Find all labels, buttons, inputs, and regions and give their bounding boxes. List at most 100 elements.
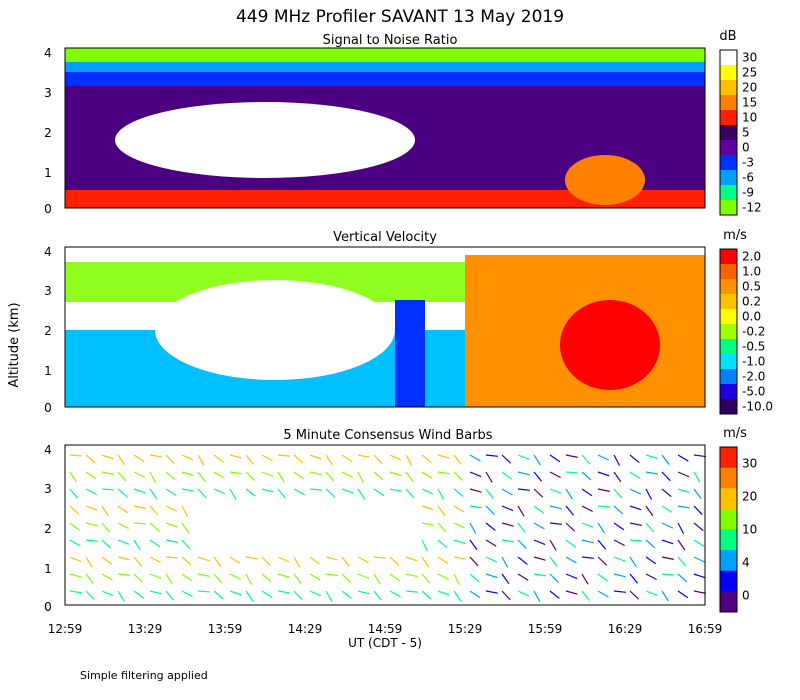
wind-barb: [197, 454, 205, 466]
wind-barb: [469, 454, 481, 462]
wind-barb: [533, 505, 545, 514]
colorbar-label: -1.0: [742, 355, 765, 369]
wind-barb: [677, 590, 689, 599]
wind-barb: [453, 556, 466, 560]
wind-barb: [501, 488, 513, 496]
wind-barb: [485, 488, 494, 499]
wind-barb: [133, 539, 141, 551]
wind-barb: [293, 556, 301, 568]
colorbar-swatch: [720, 65, 737, 81]
wind-barb: [613, 471, 622, 483]
wind-barb: [565, 573, 578, 580]
wind-barb: [197, 573, 210, 577]
wind-barb: [149, 573, 162, 579]
wind-barb: [181, 522, 190, 534]
wind-barb: [613, 488, 623, 499]
wind-barb: [485, 590, 498, 594]
wind-barb: [325, 488, 336, 498]
wind-barb: [117, 488, 128, 498]
colorbar-label: 30: [742, 457, 757, 471]
wind-colorbar: 30 20 10 4 0: [719, 446, 757, 613]
wind-barb: [597, 454, 610, 461]
wind-barb: [421, 556, 430, 568]
wind-barb: [597, 590, 609, 598]
wind-barb: [277, 556, 290, 563]
velocity-downdraft-band: [395, 300, 425, 407]
wind-barb: [629, 454, 640, 464]
wind-barb: [469, 539, 478, 551]
wind-barb: [581, 488, 593, 497]
wind-barb: [101, 573, 113, 581]
snr-heatmap: [65, 48, 705, 208]
wind-barb: [293, 471, 305, 480]
wind-frame: [64, 444, 706, 606]
wind-barb: [341, 590, 352, 599]
wind-barb: [693, 471, 701, 483]
wind-barb: [517, 505, 525, 517]
snr-panel-title: Signal to Noise Ratio: [323, 33, 458, 48]
wind-barb: [357, 471, 364, 483]
wind-ytick-0: 0: [44, 600, 52, 614]
colorbar-swatch: [720, 324, 737, 340]
colorbar-swatch: [720, 200, 737, 216]
wind-barb: [501, 522, 514, 527]
wind-barb: [693, 488, 702, 499]
wind-barb: [485, 454, 498, 457]
colorbar-swatch: [720, 264, 737, 280]
wind-barb: [309, 556, 320, 565]
colorbar-label: 20: [742, 81, 757, 95]
wind-barb: [453, 454, 462, 465]
xtick-label: 13:59: [208, 622, 243, 636]
wind-barb: [117, 471, 127, 482]
snr-ytick-3: 3: [44, 86, 52, 100]
wind-barb: [437, 573, 450, 580]
wind-barb: [581, 556, 594, 559]
wind-barb: [341, 556, 350, 567]
colorbar-frame: [719, 49, 738, 216]
wind-barb: [469, 522, 477, 534]
wind-barb: [677, 488, 690, 493]
wind-barb: [405, 556, 418, 562]
wind-barb: [69, 505, 80, 515]
wind-barb: [661, 573, 675, 576]
wind-barb: [421, 471, 433, 479]
wind-barb: [677, 573, 688, 583]
wind-barb: [645, 522, 655, 533]
colorbar-swatch: [720, 279, 737, 295]
wind-barb: [293, 590, 303, 601]
wind-barb: [181, 505, 189, 517]
wind-barb: [261, 488, 274, 493]
wind-barb: [517, 573, 529, 581]
wind-barb: [181, 590, 193, 598]
wind-barb: [661, 556, 674, 560]
wind-barb: [533, 573, 546, 577]
colorbar-label: -0.2: [742, 325, 765, 339]
wind-barb: [501, 573, 510, 585]
wind-barb: [229, 454, 242, 459]
wind-barb: [357, 556, 369, 564]
wind-barb: [405, 573, 418, 578]
wind-barb: [533, 556, 546, 561]
wind-barb: [357, 488, 366, 500]
colorbar-label: -9: [742, 186, 754, 200]
wind-barb: [581, 522, 594, 528]
wind-colorbar-unit: m/s: [723, 426, 747, 441]
wind-barb: [133, 505, 146, 509]
wind-barb: [389, 471, 402, 477]
wind-barb: [581, 590, 590, 601]
wind-ytick-3: 3: [44, 482, 52, 496]
colorbar-swatch: [720, 529, 737, 551]
wind-barb: [437, 590, 450, 596]
velocity-strong-updraft: [560, 300, 660, 390]
snr-ytick-0: 0: [44, 202, 52, 216]
wind-barb: [389, 488, 402, 492]
wind-barb: [245, 573, 253, 585]
wind-barb: [677, 505, 690, 509]
wind-barb: [165, 556, 179, 559]
wind-barb: [677, 556, 687, 567]
velocity-heatmap: [65, 247, 705, 407]
wind-barb: [597, 556, 608, 566]
wind-barb: [373, 556, 387, 559]
wind-barb: [197, 556, 210, 562]
